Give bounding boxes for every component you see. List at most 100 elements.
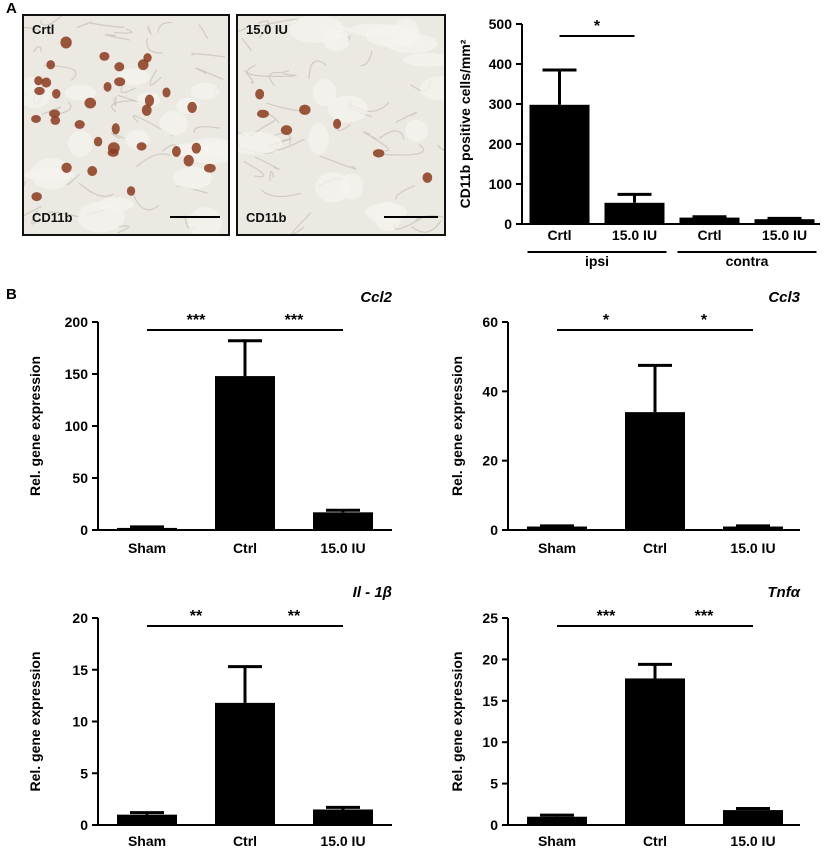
stained-cell <box>114 77 126 87</box>
significance-label: * <box>594 18 601 35</box>
stained-cell <box>114 62 125 72</box>
micrograph-top-label: 15.0 IU <box>246 22 288 37</box>
y-tick-label: 100 <box>65 418 89 434</box>
micrograph-image <box>238 16 444 234</box>
stained-cell <box>103 81 112 92</box>
bar <box>723 810 783 825</box>
y-tick-label: 5 <box>80 765 88 781</box>
bar <box>527 526 587 530</box>
y-tick-label: 300 <box>489 96 513 112</box>
x-tick-label: Sham <box>538 833 576 849</box>
x-tick-label: Ctrl <box>643 540 667 556</box>
panel-a-label: A <box>6 0 17 17</box>
stained-cell <box>333 118 342 130</box>
micrograph-image <box>24 16 228 234</box>
stained-cell <box>61 162 72 173</box>
y-tick-label: 400 <box>489 56 513 72</box>
y-tick-label: 200 <box>65 314 89 330</box>
significance-label: *** <box>597 608 616 625</box>
scale-bar <box>170 216 220 218</box>
stained-cell <box>141 104 152 116</box>
cd11b-bar-chart: 0 100 200 300 400 500 CD11b positive cells/mm²… <box>457 16 820 269</box>
panel-b-label: B <box>6 286 17 303</box>
stained-cell <box>183 154 194 167</box>
stained-cell <box>137 59 149 71</box>
stained-cell <box>191 142 202 154</box>
y-tick-label: 50 <box>72 470 88 486</box>
x-tick-label: Crtl <box>547 227 571 243</box>
stained-cell <box>107 148 119 157</box>
chart-title: Il - 1β <box>353 584 392 601</box>
y-tick-label: 20 <box>72 610 88 626</box>
y-tick-label: 0 <box>80 522 88 538</box>
stained-cell <box>299 104 311 116</box>
stained-cell <box>172 146 181 157</box>
significance-label: ** <box>288 608 301 625</box>
stained-cell <box>162 87 171 98</box>
y-tick-label: 0 <box>504 216 512 232</box>
y-tick-label: 10 <box>482 734 498 750</box>
micrograph-top-label: Crtl <box>32 22 55 37</box>
y-tick-label: 100 <box>489 176 513 192</box>
stained-cell <box>31 192 42 202</box>
significance-label: *** <box>187 312 206 329</box>
x-tick-label: Ctrl <box>233 540 257 556</box>
y-tick-label: 40 <box>482 383 498 399</box>
y-tick-label: 15 <box>482 693 498 709</box>
x-tick-label: Crtl <box>697 227 721 243</box>
y-tick-label: 5 <box>490 776 498 792</box>
x-tick-label: Ctrl <box>643 833 667 849</box>
x-tick-label: 15.0 IU <box>612 227 657 243</box>
stained-cell <box>372 149 385 158</box>
bar <box>679 217 740 224</box>
stained-cell <box>111 123 120 135</box>
bar <box>723 526 783 530</box>
group-label: ipsi <box>585 253 609 269</box>
y-axis-label: CD11b positive cells/mm² <box>457 39 473 208</box>
bar <box>625 412 685 530</box>
stained-cell <box>84 97 97 109</box>
x-tick-label: 15.0 IU <box>320 833 365 849</box>
stained-cell <box>280 125 293 136</box>
stained-cell <box>93 136 103 147</box>
bar <box>313 512 373 530</box>
micrograph-15iu: 15.0 IU CD11b <box>236 14 446 236</box>
stained-cell <box>187 101 197 114</box>
stained-cell <box>74 120 85 129</box>
significance-label: ** <box>190 608 203 625</box>
scale-bar <box>384 216 438 218</box>
bar <box>625 678 685 825</box>
y-tick-label: 15 <box>72 662 88 678</box>
y-tick-label: 150 <box>65 366 89 382</box>
micrograph-stain-label: CD11b <box>246 210 287 225</box>
bar <box>215 376 275 530</box>
bar <box>529 104 590 224</box>
stained-cell <box>34 76 43 86</box>
bar <box>604 202 665 224</box>
bar <box>215 702 275 825</box>
x-tick-label: 15.0 IU <box>730 540 775 556</box>
x-tick-label: Sham <box>538 540 576 556</box>
micrograph-stain-label: CD11b <box>32 210 73 225</box>
y-tick-label: 200 <box>489 136 513 152</box>
bar <box>117 814 177 825</box>
stained-cell <box>257 109 269 118</box>
bar <box>527 816 587 825</box>
x-tick-label: Sham <box>128 540 166 556</box>
stained-cell <box>99 51 110 61</box>
micrograph-crtl: Crtl CD11b <box>22 14 230 236</box>
significance-label: * <box>701 312 708 329</box>
stained-cell <box>144 94 155 107</box>
stained-cell <box>34 86 45 96</box>
stained-cell <box>46 60 56 70</box>
y-axis-label: Rel. gene expression <box>449 651 465 791</box>
x-tick-label: 15.0 IU <box>730 833 775 849</box>
y-axis-label: Rel. gene expression <box>27 356 43 496</box>
chart-title: Ccl2 <box>360 289 392 306</box>
y-tick-label: 10 <box>72 714 88 730</box>
stained-cell <box>87 166 98 177</box>
significance-label: * <box>603 312 610 329</box>
bar <box>313 809 373 825</box>
